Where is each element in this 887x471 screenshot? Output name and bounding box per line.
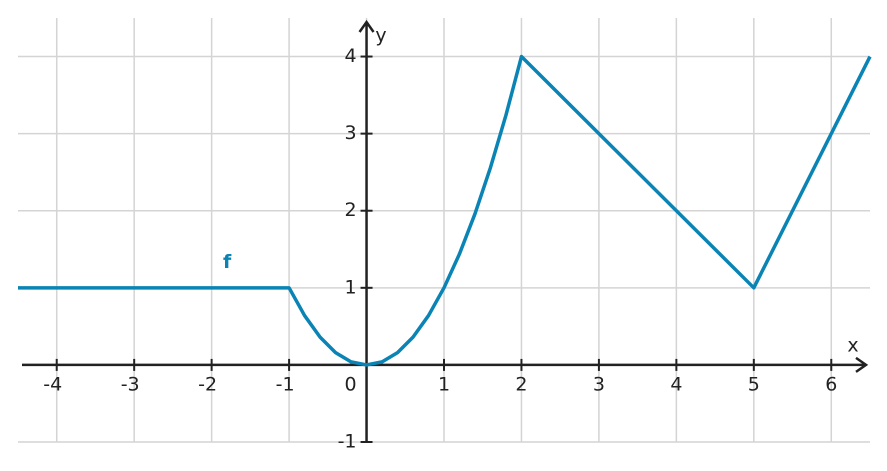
series-label: f — [223, 251, 232, 273]
x-tick-label: 1 — [438, 373, 450, 395]
x-tick-label: -4 — [43, 373, 62, 395]
y-axis — [358, 19, 375, 442]
x-tick-label: 4 — [670, 373, 682, 395]
x-axis-label: x — [847, 335, 858, 357]
x-tick-label: 5 — [748, 373, 760, 395]
x-axis — [22, 356, 869, 373]
y-tick-label: 2 — [344, 199, 356, 221]
x-tick-label: 3 — [593, 373, 605, 395]
x-tick-label: -3 — [121, 373, 140, 395]
x-tick-label: 6 — [825, 373, 837, 395]
y-axis-label: y — [375, 25, 386, 47]
line-series — [18, 54, 872, 367]
x-tick-label: 2 — [515, 373, 527, 395]
y-tick-label: 3 — [344, 122, 356, 144]
x-tick-label: 0 — [344, 373, 356, 395]
x-tick-label: -2 — [198, 373, 217, 395]
y-tick-label: 4 — [344, 45, 356, 67]
y-tick-label: 1 — [344, 276, 356, 298]
y-tick-label: -1 — [338, 431, 357, 453]
x-tick-label: -1 — [276, 373, 295, 395]
